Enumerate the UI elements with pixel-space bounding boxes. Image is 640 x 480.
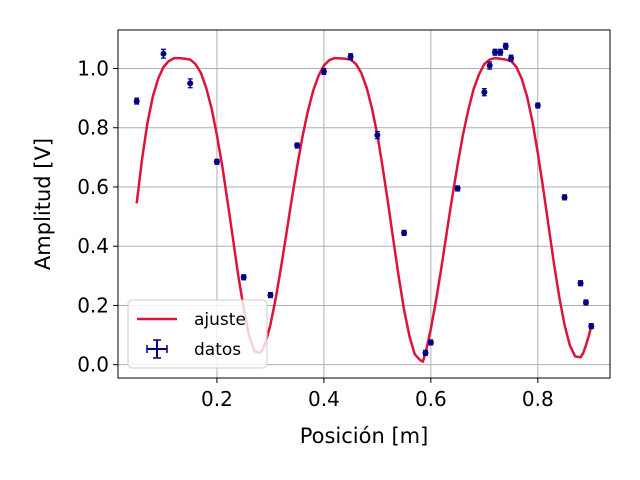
legend-label-fit: ajuste [194, 310, 246, 330]
data-marker [486, 62, 493, 69]
data-marker [213, 158, 220, 165]
data-marker [401, 229, 408, 236]
y-tick-label: 0.4 [77, 234, 109, 258]
y-tick-label: 0.6 [77, 175, 109, 199]
x-tick-label: 0.8 [522, 387, 554, 411]
data-marker [267, 292, 274, 299]
data-point [160, 48, 167, 59]
data-point [133, 97, 140, 105]
data-point [588, 323, 595, 330]
data-point [267, 291, 274, 299]
data-marker [502, 43, 509, 50]
data-marker [374, 132, 381, 139]
fit-curve [135, 56, 593, 363]
x-tick-label: 0.2 [201, 387, 233, 411]
data-marker [534, 102, 541, 109]
data-marker [582, 299, 589, 306]
x-tick-label: 0.4 [308, 387, 340, 411]
data-marker [427, 339, 434, 346]
x-axis: 0.2 0.4 0.6 0.8 [201, 378, 554, 411]
legend-label-data: datos [194, 340, 241, 360]
legend-box [127, 299, 268, 369]
data-point [240, 274, 247, 281]
data-marker [133, 98, 140, 105]
y-tick-label: 0.8 [77, 116, 109, 140]
y-tick-label: 0.0 [77, 353, 109, 377]
data-point [213, 158, 220, 165]
data-marker [240, 274, 247, 281]
plot-frame [117, 29, 611, 379]
data-point [187, 78, 194, 89]
data-marker [497, 49, 504, 56]
fit-layer [135, 56, 593, 363]
data-point [502, 42, 509, 50]
data-marker [160, 50, 167, 57]
data-point [508, 54, 515, 62]
x-tick-label: 0.6 [415, 387, 447, 411]
data-point [294, 142, 301, 149]
data-point [561, 194, 568, 201]
legend-errorbar-swatch [146, 339, 168, 359]
data-marker [187, 80, 194, 87]
data-point [401, 229, 408, 236]
data-point [320, 67, 327, 76]
data-marker [577, 280, 584, 287]
data-point [427, 339, 434, 346]
data-marker [422, 349, 429, 356]
data-point [422, 349, 429, 356]
data-point [486, 61, 493, 70]
data-marker [508, 55, 515, 62]
data-marker [294, 142, 301, 149]
data-point [577, 280, 584, 287]
data-point [534, 102, 541, 109]
data-marker [588, 323, 595, 330]
data-point [497, 48, 504, 56]
data-marker [454, 185, 461, 192]
y-tick-label: 1.0 [77, 57, 109, 81]
data-point [492, 48, 499, 56]
data-points [133, 42, 595, 356]
y-axis-label: Amplitud [V] [31, 138, 55, 270]
data-marker [347, 53, 354, 60]
x-axis-label: Posición [m] [300, 424, 429, 448]
data-point [582, 299, 589, 306]
data-point [454, 185, 461, 192]
data-point [481, 88, 488, 97]
data-marker [320, 68, 327, 75]
data-marker [561, 194, 568, 201]
data-point [374, 130, 381, 140]
data-marker [481, 89, 488, 96]
y-axis: 0.0 0.2 0.4 0.6 0.8 1.0 [77, 57, 118, 377]
data-marker [492, 49, 499, 56]
legend: ajuste datos [127, 299, 268, 369]
y-tick-label: 0.2 [77, 293, 109, 317]
data-point [347, 53, 354, 61]
